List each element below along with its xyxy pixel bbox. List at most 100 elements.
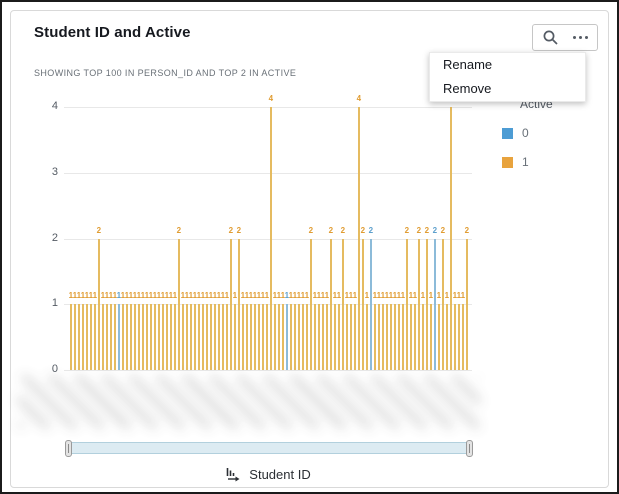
- more-options-button[interactable]: [567, 25, 593, 50]
- bar[interactable]: [385, 304, 389, 370]
- bar[interactable]: [193, 304, 197, 370]
- bar[interactable]: [85, 304, 89, 370]
- bar[interactable]: [281, 304, 285, 370]
- bar[interactable]: [361, 238, 365, 370]
- bar[interactable]: [317, 304, 321, 370]
- bar[interactable]: [457, 304, 461, 370]
- bar[interactable]: [357, 107, 361, 370]
- bar[interactable]: [237, 238, 241, 370]
- bar[interactable]: [433, 238, 437, 370]
- bar[interactable]: [393, 304, 397, 370]
- bar[interactable]: [285, 304, 289, 370]
- bar[interactable]: [117, 304, 121, 370]
- bar[interactable]: [177, 238, 181, 370]
- slider-handle-right[interactable]: [466, 440, 473, 457]
- bar[interactable]: [221, 304, 225, 370]
- bar[interactable]: [301, 304, 305, 370]
- bar[interactable]: [241, 304, 245, 370]
- bar[interactable]: [145, 304, 149, 370]
- bar[interactable]: [325, 304, 329, 370]
- menu-item-remove[interactable]: Remove: [443, 81, 492, 96]
- bar[interactable]: [141, 304, 145, 370]
- bar[interactable]: [185, 304, 189, 370]
- bar[interactable]: [225, 304, 229, 370]
- bar[interactable]: [309, 238, 313, 370]
- bar[interactable]: [197, 304, 201, 370]
- search-button[interactable]: [537, 25, 563, 50]
- bar[interactable]: [73, 304, 77, 370]
- bar[interactable]: [297, 304, 301, 370]
- bar[interactable]: [181, 304, 185, 370]
- bar[interactable]: [81, 304, 85, 370]
- bar[interactable]: [425, 238, 429, 370]
- bar[interactable]: [437, 304, 441, 370]
- bar[interactable]: [449, 107, 453, 370]
- bar[interactable]: [105, 304, 109, 370]
- bar[interactable]: [465, 238, 469, 370]
- bar[interactable]: [101, 304, 105, 370]
- bar[interactable]: [405, 238, 409, 370]
- menu-item-rename[interactable]: Rename: [443, 57, 493, 72]
- bar[interactable]: [445, 304, 449, 370]
- bar[interactable]: [77, 304, 81, 370]
- bar[interactable]: [137, 304, 141, 370]
- bar[interactable]: [373, 304, 377, 370]
- bar[interactable]: [149, 304, 153, 370]
- bar[interactable]: [209, 304, 213, 370]
- bar[interactable]: [365, 304, 369, 370]
- bar[interactable]: [121, 304, 125, 370]
- bar[interactable]: [169, 304, 173, 370]
- bar[interactable]: [313, 304, 317, 370]
- bar[interactable]: [133, 304, 137, 370]
- bar[interactable]: [409, 304, 413, 370]
- bar[interactable]: [277, 304, 281, 370]
- bar[interactable]: [261, 304, 265, 370]
- bar[interactable]: [93, 304, 97, 370]
- bar[interactable]: [233, 304, 237, 370]
- bar[interactable]: [157, 304, 161, 370]
- x-axis-title-button[interactable]: Student ID: [168, 466, 368, 482]
- bar[interactable]: [345, 304, 349, 370]
- bar[interactable]: [89, 304, 93, 370]
- bar[interactable]: [369, 238, 373, 370]
- bar[interactable]: [189, 304, 193, 370]
- bar[interactable]: [113, 304, 117, 370]
- bar[interactable]: [381, 304, 385, 370]
- bar[interactable]: [173, 304, 177, 370]
- bar[interactable]: [269, 107, 273, 370]
- bar[interactable]: [421, 304, 425, 370]
- bar[interactable]: [453, 304, 457, 370]
- x-axis-range-slider[interactable]: [65, 440, 473, 457]
- bar[interactable]: [417, 238, 421, 370]
- bar[interactable]: [461, 304, 465, 370]
- bar[interactable]: [441, 238, 445, 370]
- bar[interactable]: [265, 304, 269, 370]
- bar[interactable]: [389, 304, 393, 370]
- bar[interactable]: [377, 304, 381, 370]
- bar[interactable]: [217, 304, 221, 370]
- bar[interactable]: [293, 304, 297, 370]
- bar[interactable]: [341, 238, 345, 370]
- bar[interactable]: [349, 304, 353, 370]
- bar[interactable]: [429, 304, 433, 370]
- bar[interactable]: [257, 304, 261, 370]
- bar[interactable]: [249, 304, 253, 370]
- bar[interactable]: [229, 238, 233, 370]
- bar[interactable]: [333, 304, 337, 370]
- bar[interactable]: [289, 304, 293, 370]
- bar[interactable]: [201, 304, 205, 370]
- bar[interactable]: [153, 304, 157, 370]
- slider-handle-left[interactable]: [65, 440, 72, 457]
- bar[interactable]: [305, 304, 309, 370]
- bar[interactable]: [109, 304, 113, 370]
- bar[interactable]: [401, 304, 405, 370]
- bar[interactable]: [213, 304, 217, 370]
- bar[interactable]: [205, 304, 209, 370]
- bar[interactable]: [397, 304, 401, 370]
- bar[interactable]: [329, 238, 333, 370]
- bar[interactable]: [97, 238, 101, 370]
- bar[interactable]: [413, 304, 417, 370]
- bar[interactable]: [161, 304, 165, 370]
- legend-item-0[interactable]: 0: [494, 126, 604, 140]
